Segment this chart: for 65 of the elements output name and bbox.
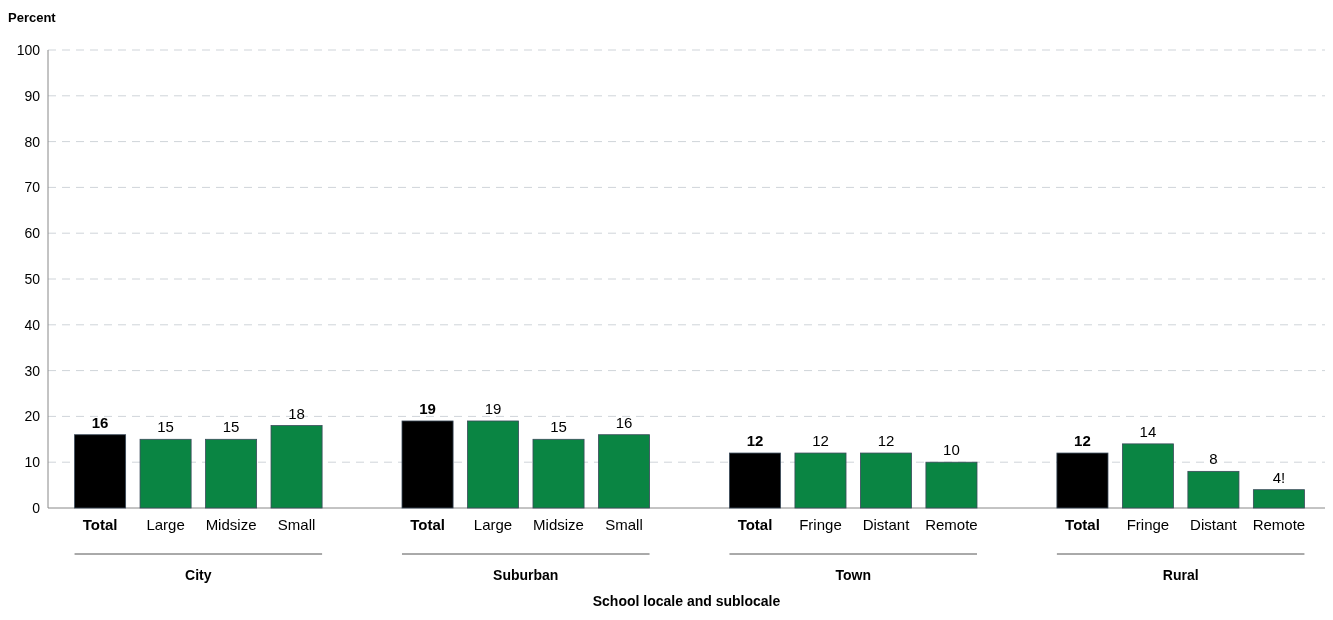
bar [598,434,650,509]
x-tick-label: Midsize [205,516,257,533]
data-label: 15 [550,418,567,436]
x-tick-label: Distant [862,516,911,533]
x-tick-label: Fringe [799,516,842,533]
bar [729,452,781,509]
text: Rural [1162,567,1199,583]
y-tick-label: 50 [24,270,41,287]
bar [74,434,127,509]
y-tick-label: 20 [24,408,41,425]
data-label: 10 [943,441,960,459]
data-label: 8 [1209,450,1218,468]
data-label: 18 [288,404,305,422]
data-label: 15 [222,418,240,436]
bar [1121,443,1174,509]
data-label: 14 [1139,422,1157,440]
data-label: 19 [484,399,502,417]
y-tick-label: 100 [16,41,41,58]
x-tick-label: Large [473,516,513,533]
x-tick-label: Remote [925,516,978,533]
y-tick-label: 40 [24,316,41,333]
bar [139,438,192,509]
x-tick-label: Total [82,516,118,533]
bar [860,452,912,509]
x-tick-label: Fringe [1126,516,1170,533]
data-label: 12 [1074,432,1091,450]
data-label: 12 [877,432,895,450]
bar [1056,452,1109,509]
data-label: 15 [157,418,174,436]
bar [532,438,585,509]
data-label: 19 [419,399,436,417]
bar [467,420,519,509]
y-tick-label: 70 [24,179,41,196]
x-tick-label: Total [1065,516,1100,533]
x-tick-label: Remote [1252,516,1306,533]
x-tick-label: Small [605,516,643,533]
x-tick-label: Total [410,516,445,533]
y-tick-label: 10 [24,454,41,471]
x-tick-label: Total [737,516,773,533]
y-axis-title: Percent [8,10,57,25]
data-label: 4! [1272,468,1286,486]
x-axis-title: School locale and sublocale [592,593,781,609]
x-tick-label: Distant [1190,516,1238,533]
bar [794,452,847,509]
y-tick-label: 30 [24,362,41,379]
bar [1187,470,1240,509]
text: Suburban [493,567,559,583]
bar [401,420,454,509]
bar [270,425,323,509]
bar [1252,489,1305,509]
data-label: 12 [746,432,764,450]
y-tick-label: 0 [32,499,41,516]
data-label: 12 [812,432,829,450]
x-tick-label: Midsize [533,516,584,533]
data-label: 16 [91,413,109,431]
text: Town [835,567,871,583]
text: City [185,567,212,583]
bar [925,461,978,509]
data-label: 16 [615,413,633,431]
y-tick-label: 60 [24,225,41,242]
y-tick-label: 80 [24,133,41,150]
y-tick-label: 90 [24,87,41,104]
bar [205,438,258,509]
x-tick-label: Small [277,516,316,533]
x-tick-label: Large [146,516,185,533]
